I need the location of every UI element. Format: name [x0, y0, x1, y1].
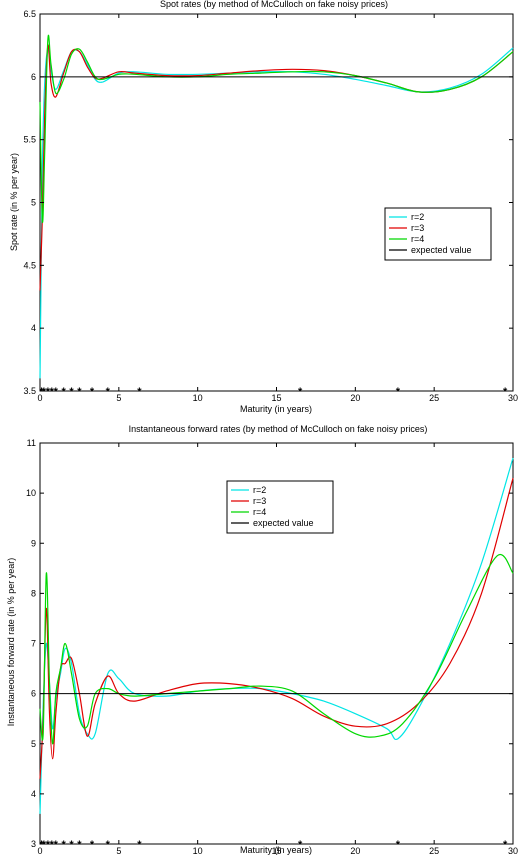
legend-label: r=2 — [253, 485, 266, 495]
observation-marker: * — [90, 839, 95, 851]
chart-title: Instantaneous forward rates (by method o… — [129, 424, 428, 434]
observation-marker: * — [137, 839, 142, 851]
x-axis-label: Maturity (in years) — [240, 845, 312, 855]
plot-area — [39, 13, 514, 392]
x-tick-label: 5 — [116, 846, 121, 856]
y-tick-label: 4 — [31, 789, 36, 799]
observation-marker: * — [77, 839, 82, 851]
legend-label: r=4 — [253, 507, 266, 517]
x-tick-label: 10 — [193, 846, 203, 856]
chart-title: Spot rates (by method of McCulloch on fa… — [160, 0, 388, 9]
series-lines — [39, 457, 514, 814]
forward-rate-chart: Instantaneous forward rates (by method o… — [6, 424, 518, 856]
observation-markers: ** * * * * * * * * * * * * — [39, 386, 508, 398]
observation-marker: * — [503, 386, 508, 398]
y-tick-label: 5 — [31, 198, 36, 208]
series-line-r-4 — [39, 553, 514, 745]
x-axis: 0 5 10 15 20 25 30 — [37, 443, 518, 856]
observation-marker: * — [106, 386, 111, 398]
legend-label: r=3 — [253, 496, 266, 506]
observation-marker: * — [62, 386, 67, 398]
observation-marker: * — [298, 839, 303, 851]
legend-label: r=2 — [411, 212, 424, 222]
y-tick-label: 8 — [31, 588, 36, 598]
observation-marker: * — [46, 839, 51, 851]
x-tick-label: 15 — [271, 846, 281, 856]
y-tick-label: 6 — [31, 689, 36, 699]
x-tick-label: 30 — [508, 846, 518, 856]
observation-marker: * — [503, 839, 508, 851]
observation-marker: * — [137, 386, 142, 398]
observation-marker: * — [62, 839, 67, 851]
observation-markers: ** * * * * * * * * * * * * — [39, 839, 508, 851]
observation-marker: * — [106, 839, 111, 851]
observation-marker: * — [69, 839, 74, 851]
y-tick-label: 5.5 — [23, 135, 36, 145]
x-tick-label: 0 — [37, 846, 42, 856]
observation-marker: * — [396, 839, 401, 851]
observation-marker: * — [39, 386, 44, 398]
x-tick-label: 15 — [271, 393, 281, 403]
y-axis: 3 4 5 6 7 8 9 10 11 — [26, 438, 513, 849]
observation-marker: * — [46, 386, 51, 398]
observation-marker: * — [50, 386, 55, 398]
y-tick-label: 7 — [31, 639, 36, 649]
y-tick-label: 3 — [31, 839, 36, 849]
x-tick-label: 20 — [350, 846, 360, 856]
y-tick-label: 3.5 — [23, 386, 36, 396]
y-tick-label: 6.5 — [23, 9, 36, 19]
x-tick-label: 10 — [193, 393, 203, 403]
observation-marker: * — [42, 386, 47, 398]
observation-marker: * — [39, 839, 44, 851]
y-tick-label: 6 — [31, 72, 36, 82]
observation-marker: * — [50, 839, 55, 851]
x-tick-label: 25 — [429, 846, 439, 856]
y-axis: 3.5 4 4.5 5 5.5 6 6.5 — [23, 9, 513, 396]
legend-label: r=4 — [411, 234, 424, 244]
y-tick-label: 4 — [31, 323, 36, 333]
observation-marker: * — [90, 386, 95, 398]
observation-marker: * — [54, 839, 59, 851]
y-axis-label: Spot rate (in % per year) — [9, 153, 19, 251]
x-tick-label: 25 — [429, 393, 439, 403]
series-lines — [39, 35, 514, 379]
observation-marker: * — [69, 386, 74, 398]
x-tick-label: 0 — [37, 393, 42, 403]
observation-marker: * — [396, 386, 401, 398]
observation-marker: * — [54, 386, 59, 398]
x-axis-label: Maturity (in years) — [240, 404, 312, 414]
x-tick-label: 30 — [508, 393, 518, 403]
spot-rate-chart: Spot rates (by method of McCulloch on fa… — [9, 0, 518, 414]
y-tick-label: 5 — [31, 739, 36, 749]
observation-marker: * — [298, 386, 303, 398]
legend-label: expected value — [253, 518, 314, 528]
y-tick-label: 11 — [27, 438, 36, 448]
series-line-r-4 — [39, 35, 514, 223]
y-tick-label: 10 — [26, 488, 36, 498]
x-tick-label: 20 — [350, 393, 360, 403]
x-axis: 0 5 10 15 20 25 30 — [37, 14, 518, 403]
observation-marker: * — [77, 386, 82, 398]
observation-marker: * — [42, 839, 47, 851]
y-tick-label: 9 — [31, 538, 36, 548]
y-axis-label: Instantaneous forward rate (in % per yea… — [6, 558, 16, 727]
x-tick-label: 5 — [116, 393, 121, 403]
legend-label: expected value — [411, 245, 472, 255]
y-tick-label: 4.5 — [23, 260, 36, 270]
legend-label: r=3 — [411, 223, 424, 233]
